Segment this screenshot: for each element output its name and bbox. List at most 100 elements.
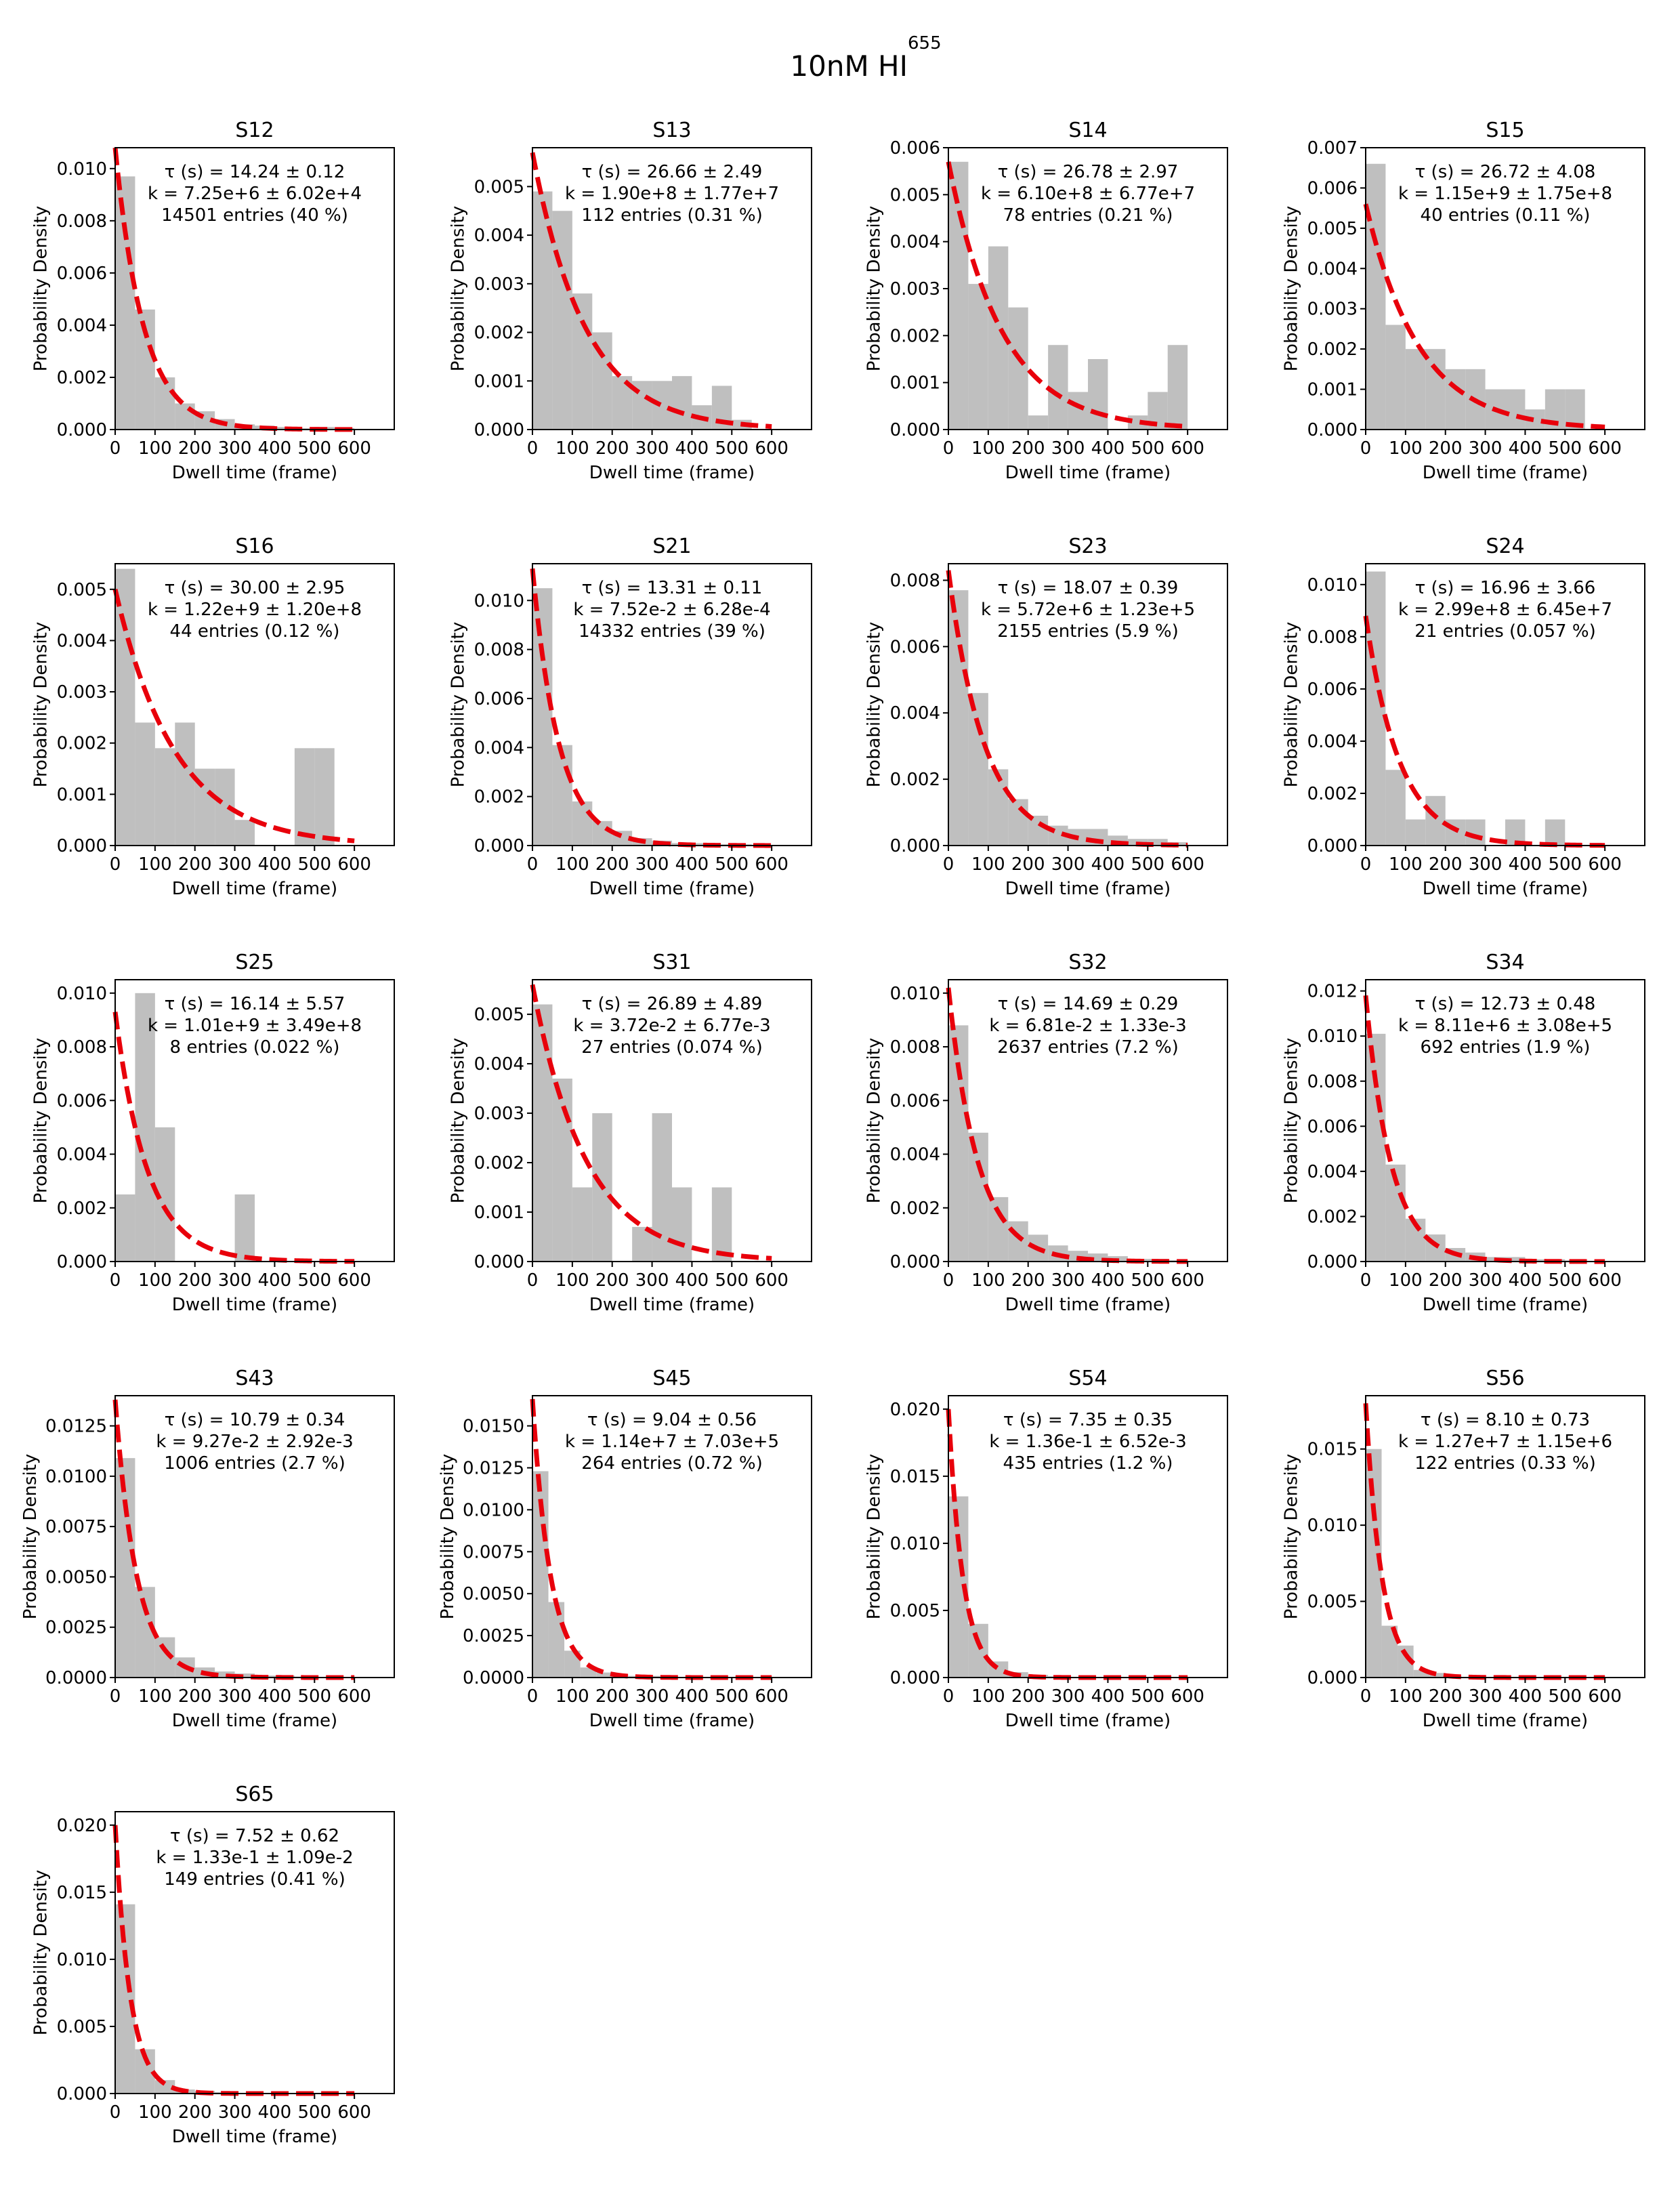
- panel-s12-bar: [175, 403, 195, 430]
- panel-s23-axes-frame: [948, 563, 1228, 846]
- panel-s14-xtick-label: 0: [943, 438, 954, 459]
- panel-s56: 0 100 200 300 400 500 600 0.000 0.005 0.010 0.015 S…: [1282, 1367, 1645, 1731]
- panel-s24-xtick-label: 600: [1588, 854, 1622, 875]
- panel-s65-xtick-label: 200: [178, 2102, 212, 2123]
- panel-s12-xlabel: Dwell time (frame): [172, 463, 337, 483]
- panel-s23-annotation-line: 2155 entries (5.9 %): [997, 621, 1178, 642]
- panel-s54-title: S54: [1068, 1367, 1107, 1390]
- panel-s13-ytick-label: 0.005: [474, 177, 524, 197]
- panel-s34-ytick-label: 0.008: [1307, 1072, 1358, 1092]
- panel-s43-annotation-line: 1006 entries (2.7 %): [164, 1453, 345, 1474]
- panel-s54-xtick-label: 100: [971, 1686, 1005, 1707]
- panel-s24-annotation-line: τ (s) = 16.96 ± 3.66: [1415, 578, 1596, 598]
- panel-s15-bar: [1385, 325, 1406, 430]
- panel-s65-xtick-label: 500: [297, 2102, 331, 2123]
- panel-s21-xtick-label: 0: [527, 854, 539, 875]
- panel-s34-annotation-line: 692 entries (1.9 %): [1421, 1037, 1591, 1058]
- panel-s31-bar: [552, 1078, 572, 1262]
- panel-s14-xtick-label: 600: [1171, 438, 1204, 459]
- panel-s24-bar: [1425, 795, 1446, 846]
- panel-s16-xtick-label: 300: [218, 854, 252, 875]
- panel-s31-xlabel: Dwell time (frame): [589, 1295, 755, 1315]
- panel-s12-bar: [115, 176, 135, 430]
- panel-s13-xtick-label: 100: [555, 438, 589, 459]
- panel-s13-ytick-label: 0.002: [474, 323, 524, 344]
- panel-s31-ytick-label: 0.005: [474, 1005, 524, 1025]
- panel-s23-bar: [1148, 839, 1168, 846]
- panel-s21-xtick-label: 300: [635, 854, 669, 875]
- panel-s25-xtick-label: 400: [258, 1270, 292, 1291]
- panel-s45-xlabel: Dwell time (frame): [589, 1711, 755, 1731]
- panel-s16-ytick-label: 0.003: [57, 682, 107, 703]
- panel-s12-bar: [154, 377, 175, 430]
- panel-s24-xtick-label: 200: [1429, 854, 1463, 875]
- panel-s32-ytick-label: 0.000: [890, 1252, 940, 1272]
- panel-s23-bar: [968, 692, 988, 846]
- panel-s56-annotation-line: 122 entries (0.33 %): [1414, 1453, 1595, 1474]
- panel-s14-xtick-label: 300: [1051, 438, 1085, 459]
- panel-s65-ytick-label: 0.015: [57, 1883, 107, 1903]
- panel-s23-xtick-label: 500: [1131, 854, 1164, 875]
- panel-s45-ytick-label: 0.0125: [463, 1458, 524, 1478]
- panel-s16-xtick-label: 600: [337, 854, 371, 875]
- panel-s31-bar: [572, 1187, 593, 1262]
- panel-s54-ytick-label: 0.010: [890, 1534, 940, 1554]
- panel-s21-ytick-label: 0.004: [474, 738, 524, 758]
- panel-s16-title: S16: [235, 535, 274, 558]
- panel-s15-fit-line: [1363, 203, 1605, 430]
- panel-s43: 0 100 200 300 400 500 600 0.0000 0.0025 0.0050 0.0…: [20, 1367, 395, 1731]
- panel-s56-bar: [1429, 1673, 1446, 1678]
- panel-s12-xtick-label: 300: [218, 438, 252, 459]
- panel-s54: 0 100 200 300 400 500 600 0.000 0.005 0.010 0.015 0…: [864, 1367, 1228, 1731]
- panel-s21-ytick-label: 0.002: [474, 787, 524, 808]
- panel-s32-ytick-label: 0.002: [890, 1199, 940, 1219]
- panel-s65-xtick-label: 100: [138, 2102, 172, 2123]
- panel-s25-xtick-label: 300: [218, 1270, 252, 1291]
- panel-s45-xtick-label: 0: [527, 1686, 539, 1707]
- panel-s56-ylabel: Probability Density: [1282, 1454, 1302, 1620]
- panel-s23: 0 100 200 300 400 500 600 0.000 0.002 0.004 0.006 0…: [864, 535, 1228, 899]
- panel-s14-bar: [1088, 359, 1108, 430]
- panel-s14-title: S14: [1068, 119, 1107, 142]
- panel-s21-bar: [592, 820, 612, 846]
- panel-s32-xtick-label: 600: [1171, 1270, 1204, 1291]
- panel-s15-xtick-label: 600: [1588, 438, 1622, 459]
- panel-s21-bar: [572, 801, 593, 846]
- panel-s31-xtick-label: 200: [595, 1270, 629, 1291]
- panel-s24-bar: [1405, 819, 1426, 846]
- panel-s34-xtick-label: 0: [1360, 1270, 1372, 1291]
- panel-s12-ytick-label: 0.000: [57, 420, 107, 440]
- panel-s13-ylabel: Probability Density: [448, 206, 469, 372]
- panel-s16-ylabel: Probability Density: [31, 622, 51, 788]
- panel-s32-xtick-label: 200: [1011, 1270, 1045, 1291]
- panel-s31-bar: [711, 1187, 732, 1262]
- panel-s45-xtick-label: 300: [635, 1686, 669, 1707]
- panel-s14-xtick-label: 200: [1011, 438, 1045, 459]
- panel-s21-xlabel: Dwell time (frame): [589, 879, 755, 899]
- panel-s24-ytick-label: 0.010: [1307, 575, 1358, 596]
- panel-s23-xtick-label: 300: [1051, 854, 1085, 875]
- panel-s15-bar: [1366, 163, 1386, 430]
- panel-s54-ytick-label: 0.015: [890, 1467, 940, 1487]
- panel-s15-ytick-label: 0.006: [1307, 178, 1358, 199]
- panel-s23-xtick-label: 200: [1011, 854, 1045, 875]
- panel-s43-xtick-label: 500: [297, 1686, 331, 1707]
- panel-s16-annotation-line: τ (s) = 30.00 ± 2.95: [165, 578, 345, 598]
- panel-s43-xtick-label: 200: [178, 1686, 212, 1707]
- panel-s21-bar: [532, 588, 553, 846]
- panel-s31-xtick-label: 500: [715, 1270, 749, 1291]
- panel-s25-title: S25: [235, 951, 274, 974]
- panel-s15-xtick-label: 0: [1360, 438, 1372, 459]
- panel-s14: 0 100 200 300 400 500 600 0.000 0.001 0.002 0.003 0…: [864, 119, 1228, 483]
- panel-s31-xtick-label: 300: [635, 1270, 669, 1291]
- panel-s31-ytick-label: 0.000: [474, 1252, 524, 1272]
- panel-s15-axes-frame: [1365, 147, 1645, 430]
- panel-s31-xtick-label: 0: [527, 1270, 539, 1291]
- panel-s32-bar: [988, 1196, 1009, 1262]
- panel-s14-bar: [1048, 345, 1068, 430]
- panel-s45-ylabel: Probability Density: [438, 1454, 458, 1620]
- panel-s12-annotation-line: 14501 entries (40 %): [161, 205, 348, 226]
- panel-s15-ytick-label: 0.000: [1307, 420, 1358, 440]
- panel-s23-bar: [988, 769, 1009, 846]
- panel-s15-xtick-label: 400: [1509, 438, 1542, 459]
